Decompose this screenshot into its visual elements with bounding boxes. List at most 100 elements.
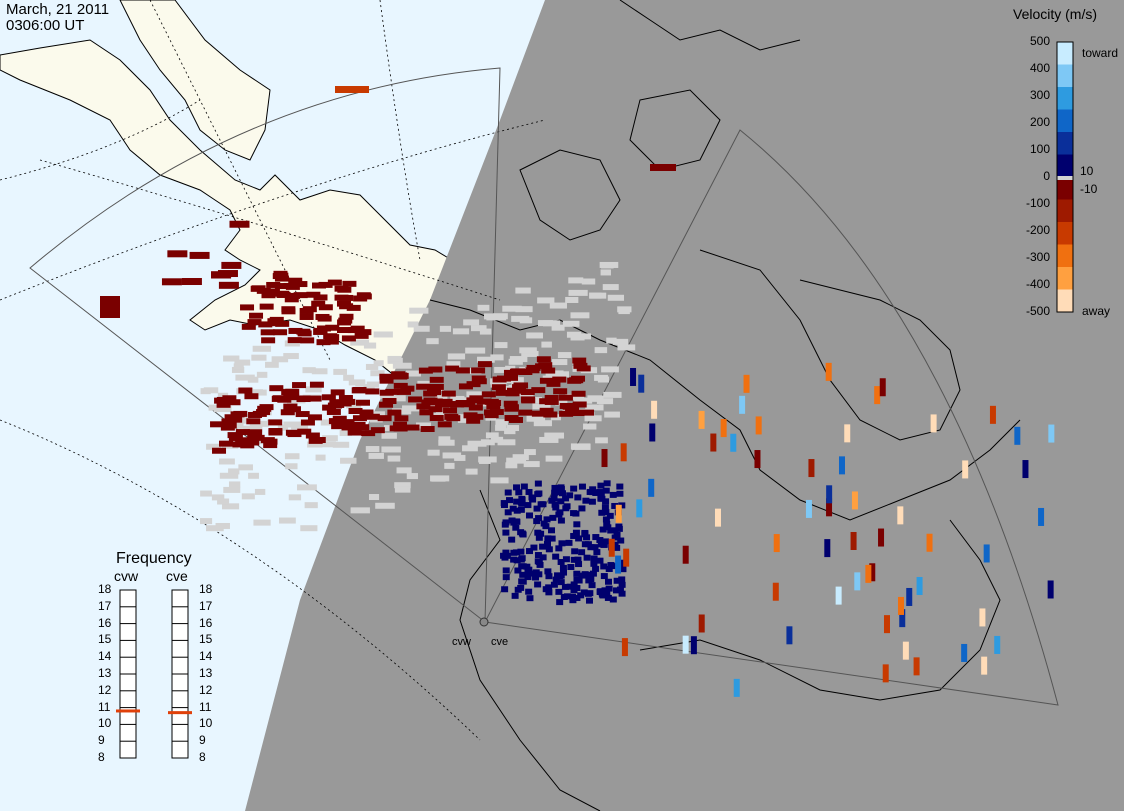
velocity-cell [583,423,597,430]
colorbar-segment [1057,199,1073,223]
velocity-cell [228,434,243,441]
velocity-cell [565,393,585,400]
velocity-cell [400,385,415,392]
frequency-level-label-left: 12 [98,682,112,697]
velocity-cell [297,484,317,491]
velocity-cell [311,368,328,375]
velocity-cell [608,538,615,557]
velocity-cell [512,384,527,391]
velocity-cell [620,443,627,462]
velocity-cell [594,374,608,381]
velocity-cell [551,324,565,331]
velocity-cell [517,506,525,513]
frequency-level-label-right: 14 [199,649,213,664]
velocity-cell [330,401,345,408]
velocity-cell [897,596,904,615]
velocity-cell [865,564,872,583]
velocity-cell [619,566,627,573]
velocity-cell [222,395,237,402]
velocity-cell [273,329,288,336]
velocity-cell [571,548,579,555]
night-shading [245,0,1124,811]
velocity-cell [259,404,274,411]
velocity-cell [539,377,554,384]
velocity-cell [600,573,608,580]
velocity-cell [268,429,283,436]
velocity-cell [343,374,355,381]
velocity-cell [491,384,506,391]
velocity-cell [305,386,322,393]
velocity-cell [595,437,608,444]
velocity-cell [1047,580,1054,599]
velocity-cell [348,407,363,414]
velocity-cell [612,587,620,594]
velocity-cell [539,407,554,414]
velocity-cell [219,440,234,447]
velocity-cell [605,585,613,592]
velocity-cell [599,526,607,533]
velocity-cell [587,544,595,551]
velocity-cell [545,589,553,596]
frequency-scales [116,589,192,759]
velocity-cell [596,557,604,564]
velocity-cell [596,588,604,595]
velocity-cell [981,656,988,675]
velocity-cell [200,490,212,497]
velocity-cell [484,313,495,320]
velocity-cell [211,271,232,279]
velocity-cell [585,597,593,604]
grid-line-5 [0,99,201,181]
velocity-cell [613,577,621,584]
velocity-cell [315,454,326,461]
velocity-cell [234,359,251,366]
velocity-cell [462,445,478,452]
velocity-cell [1014,426,1021,445]
velocity-tick-label: 400 [1029,61,1050,75]
velocity-cell [710,433,717,452]
colorbar-segment [1057,267,1073,290]
velocity-tick-label-small-neg: -10 [1080,182,1098,196]
velocity-cell [854,572,861,591]
velocity-cell [553,371,570,378]
velocity-cell [332,415,347,422]
frequency-title: Frequency [116,550,192,567]
velocity-cell [332,441,350,448]
velocity-cell [500,502,508,509]
velocity-cell [926,533,933,552]
velocity-cell [535,534,543,541]
velocity-cell [562,495,570,502]
velocity-cell [428,366,443,373]
coastline-0 [429,299,1021,521]
velocity-cell [286,406,301,413]
velocity-cell [300,525,318,532]
velocity-cell [297,428,312,435]
velocity-cell [582,497,590,504]
coastline-1 [459,489,601,811]
velocity-cell [189,251,210,259]
velocity-cell [517,548,525,555]
velocity-cell [563,503,571,510]
velocity-cell [469,395,484,402]
frequency-level-label-left: 15 [98,632,112,647]
velocity-cell [544,535,552,542]
velocity-cell [879,378,886,397]
velocity-cell [548,527,556,534]
velocity-cell [497,439,516,446]
velocity-cell [470,325,487,332]
velocity-cell [353,295,368,302]
velocity-cell [526,332,543,339]
velocity-cell [509,505,517,512]
coastline-5 [699,249,961,441]
velocity-cell [471,367,486,374]
velocity-cell [882,664,889,683]
velocity-cell [587,395,604,402]
velocity-cell [379,377,394,384]
velocity-cell [523,461,540,468]
velocity-cell [496,375,511,382]
velocity-cell [636,499,643,518]
velocity-cell [491,436,504,443]
velocity-cell [308,437,323,444]
velocity-cell [504,428,516,435]
coastline-2 [639,519,1001,701]
velocity-cell [396,467,412,474]
